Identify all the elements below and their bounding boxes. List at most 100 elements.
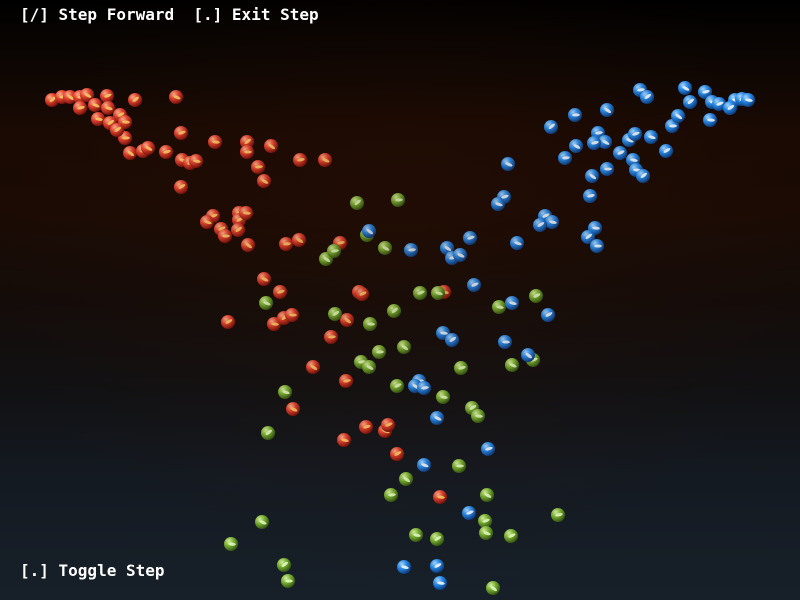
green-ball-stripe [482,518,490,523]
red-ball-stripe [343,379,351,383]
blue-ball-stripe [525,352,532,359]
red-ball-stripe [328,335,336,339]
green-ball-stripe [475,414,483,418]
blue-ball-stripe [640,172,647,179]
red-ball-stripe [163,149,171,154]
green-ball-stripe [367,322,375,326]
green-ball-stripe [458,365,466,370]
blue-ball-stripe [444,246,452,251]
green-ball-stripe [323,257,331,263]
red-ball-stripe [341,438,349,443]
red-ball-stripe [289,313,297,317]
blue-ball-stripe [408,248,416,252]
green-ball-stripe [394,383,402,388]
red-ball-stripe [385,422,393,427]
red-ball-stripe [296,238,304,243]
red-ball-stripe [337,241,345,245]
green-ball-stripe [265,429,272,436]
blue-ball-stripe [466,510,474,515]
green-ball-stripe [484,493,492,498]
blue-ball-stripe [630,158,638,162]
blue-ball-stripe [707,118,715,122]
blue-ball-stripe [434,563,442,568]
green-ball-stripe [376,350,384,354]
green-ball-stripe [354,199,361,206]
blue-ball-stripe [585,233,593,240]
red-ball-stripe [105,106,113,111]
blue-ball-stripe [549,220,557,224]
blue-ball-stripe [514,241,522,246]
red-ball-stripe [210,213,218,218]
red-ball-stripe [235,226,243,233]
blue-ball-stripe [682,86,690,91]
red-ball-stripe [394,451,402,456]
red-ball-stripe [84,93,92,98]
green-ball-stripe [285,579,293,583]
green-ball-stripe [331,249,339,253]
blue-ball-stripe [501,194,509,199]
red-ball-stripe [297,158,305,162]
blue-ball-stripe [745,98,753,102]
blue-ball-stripe [421,386,429,390]
red-ball-stripe [218,226,226,231]
red-ball-stripe [104,93,112,98]
green-ball-stripe [263,301,271,306]
red-ball-stripe [437,495,445,499]
red-ball-stripe [212,140,220,144]
blue-ball-stripe [401,565,409,570]
blue-ball-stripe [545,312,553,317]
red-ball-stripe [127,151,135,157]
blue-ball-stripe [591,140,599,145]
red-ball-stripe [244,138,251,145]
green-ball-stripe [434,536,442,541]
green-ball-stripe [469,405,477,410]
blue-ball-stripe [604,108,612,114]
red-ball-stripe [178,184,186,189]
blue-ball-stripe [592,226,600,230]
red-ball-stripe [290,407,298,412]
green-ball-stripe [483,531,491,536]
blue-ball-stripe [632,131,640,136]
red-ball-stripe [77,105,85,110]
red-ball-stripe [283,242,291,246]
red-ball-stripe [310,365,318,370]
red-ball-stripe [344,317,351,324]
blue-ball-stripe [421,463,429,468]
blue-ball-stripe [644,93,652,99]
blue-ball-stripe [366,228,374,235]
blue-ball-stripe [602,140,610,145]
red-ball-stripe [132,96,139,103]
green-ball-stripe [496,305,504,309]
blue-ball-stripe [537,222,545,227]
blue-ball-stripe [716,101,724,106]
red-ball-stripe [204,220,212,225]
green-ball-stripe [395,198,403,202]
green-ball-stripe [259,520,267,525]
blue-ball-stripe [495,202,503,207]
red-ball-stripe [117,112,125,117]
blue-ball-stripe [440,331,448,335]
blue-ball-stripe [637,88,645,92]
blue-ball-stripe [675,114,683,120]
blue-ball-stripe [509,301,517,305]
red-ball-stripe [363,424,371,429]
red-ball-stripe [322,158,330,163]
green-ball-stripe [401,345,409,351]
blue-ball-stripe [604,167,612,171]
blue-ball-stripe [587,194,595,198]
green-ball-stripe [490,585,498,592]
green-ball-stripe [228,542,236,546]
blue-ball-stripe [548,123,555,130]
green-ball-stripe [417,290,425,295]
red-ball-stripe [261,277,269,282]
blue-ball-stripe [687,98,694,105]
blue-ball-stripe [573,144,581,149]
green-ball-stripe [533,293,541,298]
blue-ball-stripe [572,113,580,117]
blue-ball-stripe [562,156,570,160]
green-ball-stripe [440,395,448,399]
green-ball-stripe [332,310,340,316]
red-ball-stripe [261,179,269,184]
